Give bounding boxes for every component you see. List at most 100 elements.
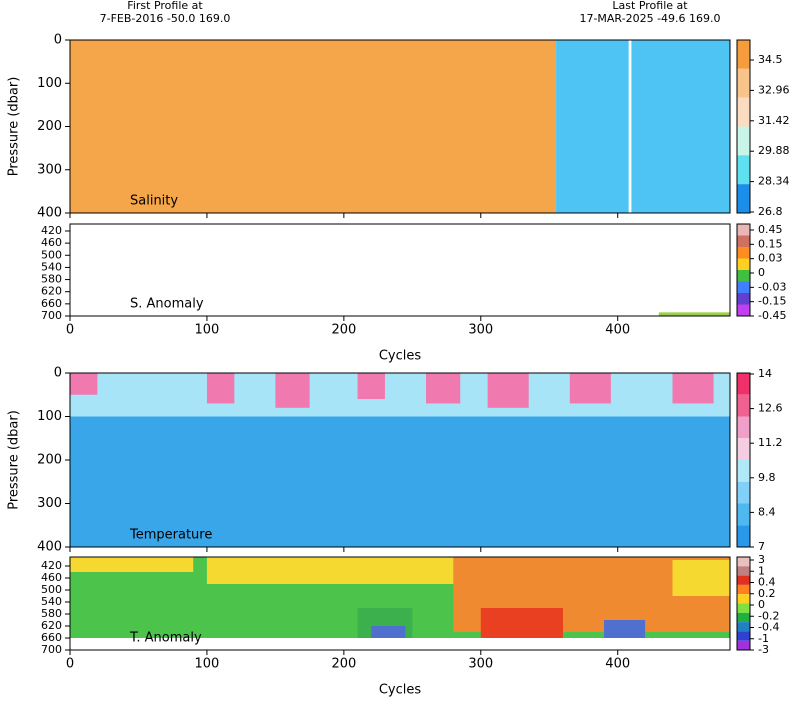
x-tick-label: 0	[66, 323, 74, 338]
y-tick-label: 660	[41, 297, 62, 310]
colorbar-block	[737, 235, 750, 247]
colorbar-label: -0.15	[758, 295, 786, 308]
colorbar-block	[737, 126, 750, 156]
y-tick-label: 0	[54, 366, 62, 381]
colorbar-block	[737, 40, 750, 69]
y-tick-label: 420	[41, 224, 62, 237]
colorbar-block	[737, 460, 750, 482]
colorbar-block	[737, 557, 750, 567]
last-info: 17-MAR-2025 -49.6 169.0	[579, 12, 720, 25]
field-region	[70, 373, 98, 395]
y-tick-label: 620	[41, 285, 62, 298]
field-region	[487, 373, 529, 408]
y-tick-label: 300	[37, 162, 62, 177]
colorbar-label: 0.2	[758, 587, 776, 600]
colorbar-label: 3	[758, 553, 765, 566]
x-axis-label: Cycles	[379, 349, 422, 364]
y-tick-label: 580	[41, 607, 62, 620]
colorbar-block	[737, 503, 750, 526]
colorbar-label: 34.5	[758, 53, 783, 66]
colorbar-frame	[736, 372, 751, 548]
colorbar-frame	[736, 39, 751, 214]
field-region	[70, 557, 194, 572]
field-region	[426, 373, 461, 404]
y-tick-label: 620	[41, 619, 62, 632]
y-axis-label: Pressure (dbar)	[7, 77, 22, 177]
field-region	[672, 560, 730, 596]
colorbar-label: -0.03	[758, 280, 786, 293]
colorbar-label: -1	[758, 632, 769, 645]
y-tick-label: 300	[37, 496, 62, 511]
field-region	[275, 373, 310, 408]
colorbar-label: -0.45	[758, 309, 786, 322]
colorbar-block	[737, 224, 750, 236]
x-tick-label: 400	[605, 657, 630, 672]
field-region	[569, 373, 611, 404]
field-region	[371, 626, 406, 638]
x-tick-label: 400	[605, 323, 630, 338]
colorbar-label: 12.6	[758, 402, 783, 415]
y-axis-label: Pressure (dbar)	[7, 410, 22, 510]
colorbar-block	[737, 622, 750, 632]
colorbar-label: 31.42	[758, 114, 790, 127]
field-region	[206, 557, 454, 584]
colorbar-label: 8.4	[758, 505, 776, 518]
colorbar-block	[737, 575, 750, 585]
colorbar-block	[737, 438, 750, 460]
field-region	[70, 373, 730, 417]
first-title: First Profile at	[127, 0, 203, 12]
colorbar-block	[737, 584, 750, 595]
last-title: Last Profile at	[612, 0, 688, 12]
colorbar-frame	[736, 556, 751, 651]
colorbar-block	[737, 258, 750, 270]
y-tick-label: 580	[41, 273, 62, 286]
x-tick-label: 200	[331, 323, 356, 338]
colorbar-block	[737, 416, 750, 439]
colorbar-label: 0.15	[758, 237, 783, 250]
colorbar-label: -0.4	[758, 621, 779, 634]
x-tick-label: 300	[468, 323, 493, 338]
y-tick-label: 540	[41, 595, 62, 608]
y-tick-label: 460	[41, 236, 62, 249]
panel-title: Salinity	[130, 194, 178, 209]
colorbar-block	[737, 394, 750, 417]
colorbar-block	[737, 612, 750, 623]
x-tick-label: 100	[195, 323, 220, 338]
colorbar-block	[737, 603, 750, 613]
plot-frame	[69, 556, 731, 651]
colorbar-block	[737, 281, 750, 293]
colorbar-block	[737, 293, 750, 305]
x-tick-label: 100	[195, 657, 220, 672]
field-region	[206, 373, 235, 404]
colorbar-label: 29.88	[758, 144, 790, 157]
colorbar-block	[737, 373, 750, 395]
colorbar-frame	[736, 223, 751, 317]
colorbar-block	[737, 594, 750, 604]
y-tick-label: 200	[37, 453, 62, 468]
y-tick-label: 700	[41, 643, 62, 656]
y-tick-label: 420	[41, 559, 62, 572]
y-tick-label: 400	[37, 206, 62, 221]
y-tick-label: 400	[37, 540, 62, 555]
colorbar-block	[737, 97, 750, 127]
colorbar-label: 0	[758, 598, 765, 611]
colorbar-block	[737, 304, 750, 316]
x-tick-label: 0	[66, 657, 74, 672]
colorbar-label: 0.03	[758, 252, 783, 265]
panel-title: S. Anomaly	[130, 297, 204, 312]
y-tick-label: 100	[37, 409, 62, 424]
field-region	[556, 40, 730, 213]
field-region	[604, 620, 646, 638]
colorbar-label: 7	[758, 540, 765, 553]
y-tick-label: 100	[37, 76, 62, 91]
colorbar-block	[737, 640, 750, 650]
y-tick-label: 460	[41, 571, 62, 584]
colorbar-block	[737, 247, 750, 259]
colorbar-block	[737, 155, 750, 185]
y-tick-label: 660	[41, 631, 62, 644]
colorbar-label: 0.45	[758, 223, 783, 236]
colorbar-block	[737, 184, 750, 213]
field-region	[658, 312, 730, 316]
colorbar-block	[737, 631, 750, 641]
